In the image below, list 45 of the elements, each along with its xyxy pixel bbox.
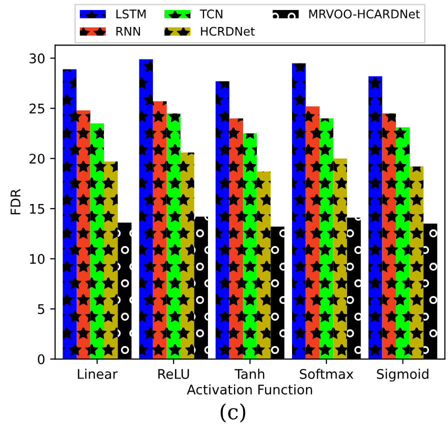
legend-label: TCN [200,10,222,18]
bar [320,118,334,360]
bar [333,158,348,360]
bar [118,222,132,360]
bar [396,127,410,360]
bar [152,101,167,360]
y-tick-label: 15 [30,204,44,214]
bar [90,123,104,360]
x-axis-title: Activation Function [186,384,312,395]
x-tick-label: Softmax [300,368,354,379]
y-tick-label: 25 [30,104,44,114]
y-axis-title: FDR [10,189,20,214]
x-tick-label: Tanh [234,368,264,379]
bar [347,218,361,360]
legend-label: RNN [116,27,140,36]
bar [194,216,208,360]
bar [76,110,90,360]
y-tick-label: 5 [38,304,44,314]
bar [410,166,424,360]
x-tick-label: Linear [78,368,118,379]
bar [368,76,382,360]
bar [243,133,257,360]
y-tick-label: 20 [30,154,45,164]
bar [256,172,271,360]
x-tick-label: ReLU [158,369,189,379]
y-tick-label: 0 [38,354,45,364]
x-tick-label: Sigmoid [377,368,428,382]
text: (c) [220,403,246,422]
bar [166,113,180,360]
bar [229,118,244,360]
bar [270,226,284,360]
bar [62,69,77,360]
bar [216,81,230,360]
bar [104,161,118,360]
y-tick-label: 30 [30,53,45,64]
legend-label: MRVOO-HCARDNet [309,10,420,18]
bar [180,152,194,360]
y-tick-label: 10 [30,254,45,264]
bar [292,63,306,360]
legend-label: LSTM [116,10,146,18]
bar [382,113,396,360]
legend-label: HCRDNet [201,26,255,36]
bar [139,59,153,360]
bar [306,106,320,360]
bar [423,224,438,360]
